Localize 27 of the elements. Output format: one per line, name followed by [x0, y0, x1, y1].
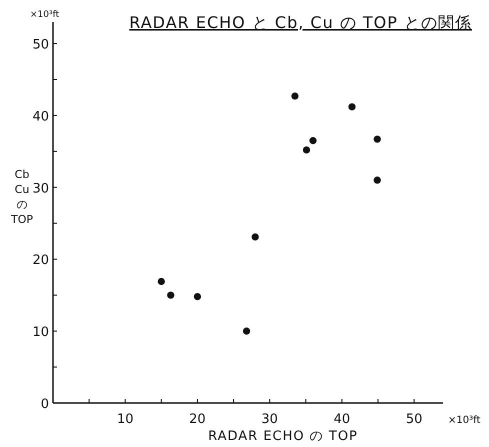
x-tick-label: 40 — [334, 412, 350, 427]
x-tick-label: 20 — [189, 412, 206, 427]
point — [242, 328, 250, 335]
point — [194, 293, 202, 300]
point — [158, 278, 165, 286]
point — [167, 292, 174, 299]
y-tick-label: 20 — [32, 253, 49, 268]
chart-title: RADAR ECHO と Cb, Cu の TOP との関係 — [129, 13, 472, 32]
text: ×10³ft — [30, 10, 60, 20]
x-tick-label: 50 — [406, 412, 422, 427]
point — [374, 136, 381, 143]
y-axis-title: Cb Cu の TOP — [10, 168, 34, 226]
y-tick-label: 40 — [32, 109, 49, 124]
text: ×10³ft — [448, 415, 480, 426]
y-tick-label: 50 — [32, 38, 49, 53]
point — [309, 137, 317, 144]
point — [348, 103, 356, 110]
x-tick-label: 30 — [261, 412, 278, 427]
y-tick-label: 10 — [32, 325, 49, 340]
y-tick-label: 0 — [40, 397, 49, 412]
point — [374, 176, 381, 184]
point — [302, 146, 310, 154]
x-axis-title: RADAR ECHO の TOP — [208, 429, 358, 444]
point — [252, 233, 259, 241]
point — [291, 92, 299, 100]
x-tick-label: 10 — [116, 412, 134, 427]
y-tick-label: 30 — [32, 181, 49, 196]
